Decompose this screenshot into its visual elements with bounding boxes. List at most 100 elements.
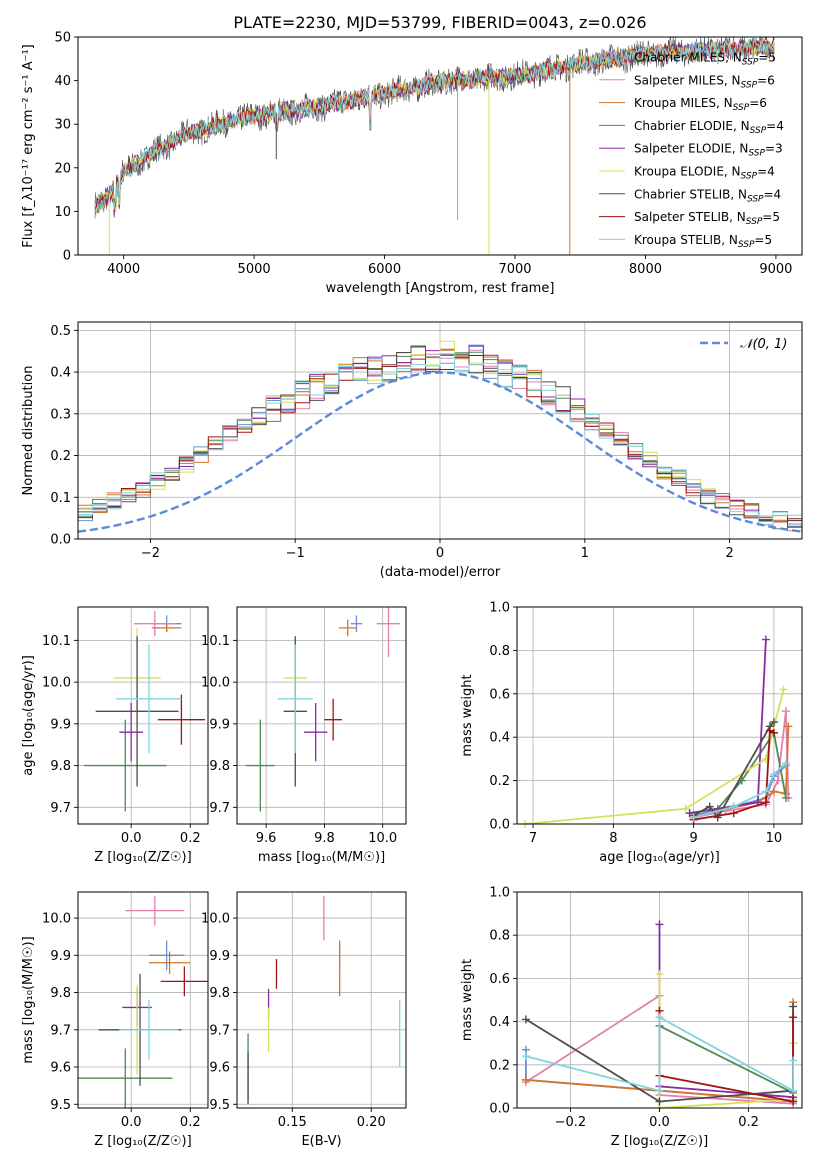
residual-histogram-panel: 𝒩(0, 1) −2 −1 0 1 2 0.0 0.1 0.2 0.3 0.4 0.5 (data-mo…: [21, 321, 803, 580]
legend-label: Chabrier STELIB, NSSP=4: [634, 187, 781, 204]
legend-label: Salpeter MILES, NSSP=6: [634, 73, 775, 90]
weight-vs-age-panel: 7 8 9 10 0.0 0.2 0.4 0.6 0.8 1.0 age [log₁₀(age/yr…: [460, 601, 803, 865]
y-tick-label: 9.6: [50, 1061, 71, 1076]
x-tick-label: −1: [286, 546, 305, 561]
x-axis-label: mass [log₁₀(M/M☉)]: [258, 850, 385, 865]
legend-label-main: Chabrier STELIB, N: [634, 187, 747, 201]
y-tick-label: 0.8: [489, 644, 510, 659]
legend-label: Kroupa ELODIE, NSSP=4: [634, 165, 775, 182]
mass-vs-extinction-panel: 0.15 0.20 9.5 9.6 9.7 9.8 9.9 10.0 E(B-V): [201, 891, 407, 1149]
x-tick-label: 0.15: [278, 1115, 307, 1130]
legend-label-sub: SSP: [741, 80, 758, 90]
x-tick-label: 0.2: [738, 1115, 759, 1130]
x-axis-label: (data-model)/error: [380, 565, 501, 580]
y-tick-label: 0.1: [50, 491, 71, 506]
x-tick-label: 0.2: [180, 831, 201, 846]
legend-label-sub: SSP: [747, 194, 764, 204]
x-tick-label: 9000: [759, 262, 792, 277]
legend-label-tail: =4: [766, 119, 784, 133]
y-tick-label: 9.9: [209, 717, 230, 732]
y-tick-label: 0.6: [489, 687, 510, 702]
spectrum-line: [94, 38, 775, 213]
y-tick-label: 10.0: [42, 676, 71, 691]
y-tick-label: 50: [54, 31, 71, 46]
legend-label-sub: SSP: [733, 103, 750, 113]
spectrum-line: [94, 37, 775, 213]
y-tick-label: 0: [63, 249, 71, 264]
y-axis-label: mass weight: [460, 674, 475, 756]
legend-label: Chabrier ELODIE, NSSP=4: [634, 119, 784, 136]
x-tick-label: 0.0: [121, 831, 142, 846]
legend-label-sub: SSP: [741, 172, 758, 182]
legend-label-tail: =5: [762, 210, 780, 224]
histogram-step: [78, 353, 802, 525]
y-tick-label: 20: [54, 161, 71, 176]
x-tick-label: −0.2: [555, 1115, 587, 1130]
axes-frame: [516, 606, 803, 825]
legend-label: Kroupa STELIB, NSSP=5: [634, 233, 772, 250]
x-tick-label: 6000: [368, 262, 401, 277]
y-tick-label: 9.5: [50, 1098, 71, 1113]
legend-label-tail: =5: [758, 51, 776, 65]
y-tick-label: 9.7: [50, 1023, 71, 1038]
y-tick-label: 0.4: [489, 1015, 510, 1030]
x-tick-label: 1: [581, 546, 589, 561]
y-axis-label: mass [log₁₀(M/M☉)]: [21, 936, 36, 1063]
weight-line: [524, 689, 785, 824]
y-tick-label: 9.7: [209, 1023, 230, 1038]
x-tick-label: 5000: [238, 262, 271, 277]
legend-label-main: Chabrier MILES, N: [634, 51, 742, 65]
axes-frame: [77, 36, 803, 256]
y-tick-label: 10.1: [42, 634, 71, 649]
y-tick-label: 9.8: [50, 759, 71, 774]
y-axis-label: age [log₁₀(age/yr)]: [21, 655, 36, 776]
y-tick-label: 0.2: [50, 449, 71, 464]
x-tick-label: 9.6: [256, 831, 277, 846]
y-tick-label: 40: [54, 74, 71, 89]
x-tick-label: 8: [609, 831, 617, 846]
legend-label: Salpeter ELODIE, NSSP=3: [634, 142, 783, 159]
x-tick-label: 7: [529, 831, 537, 846]
y-tick-label: 0.2: [489, 774, 510, 789]
y-tick-label: 0.0: [489, 1102, 510, 1117]
y-tick-label: 10: [54, 205, 71, 220]
x-tick-label: 0: [436, 546, 444, 561]
legend-label-tail: =5: [754, 233, 772, 247]
age-vs-mass-panel: 9.6 9.8 10.0 9.7 9.8 9.9 10.0 10.1 mass [log₁₀(M…: [201, 606, 407, 865]
legend-label-main: Chabrier ELODIE, N: [634, 119, 750, 133]
x-tick-label: 7000: [498, 262, 531, 277]
y-tick-label: 0.3: [50, 407, 71, 422]
x-tick-label: 0.2: [180, 1115, 201, 1130]
legend-label: Salpeter STELIB, NSSP=5: [634, 210, 780, 227]
y-tick-label: 0.4: [50, 366, 71, 381]
y-tick-label: 0.2: [489, 1058, 510, 1073]
legend-label-tail: =6: [749, 96, 767, 110]
x-axis-label: Z [log₁₀(Z/Z☉)]: [94, 850, 191, 865]
legend-label: 𝒩(0, 1): [740, 337, 787, 352]
legend-label: Chabrier MILES, NSSP=5: [634, 51, 776, 68]
y-axis-label: Normed distribution: [21, 366, 36, 496]
x-tick-label: 0.20: [357, 1115, 386, 1130]
y-tick-label: 0.6: [489, 972, 510, 987]
y-tick-label: 10.1: [201, 634, 230, 649]
legend-label-main: Salpeter STELIB, N: [634, 210, 746, 224]
x-axis-label: wavelength [Angstrom, rest frame]: [326, 281, 555, 296]
y-tick-label: 9.6: [209, 1061, 230, 1076]
axes-frame: [77, 606, 209, 825]
axes-frame: [236, 606, 407, 825]
x-tick-label: 0.0: [649, 1115, 670, 1130]
y-tick-label: 9.8: [209, 759, 230, 774]
x-axis-label: Z [log₁₀(Z/Z☉)]: [94, 1134, 191, 1149]
weight-vs-metallicity-panel: −0.2 0.0 0.2 0.0 0.2 0.4 0.6 0.8 1.0 Z [log₁₀(Z/Z…: [460, 886, 803, 1149]
legend-label-tail: =4: [757, 165, 775, 179]
y-tick-label: 10.0: [42, 912, 71, 927]
legend-label: Kroupa MILES, NSSP=6: [634, 96, 767, 113]
y-tick-label: 9.9: [209, 949, 230, 964]
legend-label-main: Kroupa ELODIE, N: [634, 165, 741, 179]
y-tick-label: 9.5: [209, 1098, 230, 1113]
axes-frame: [77, 891, 209, 1109]
legend-label-tail: =3: [765, 142, 783, 156]
